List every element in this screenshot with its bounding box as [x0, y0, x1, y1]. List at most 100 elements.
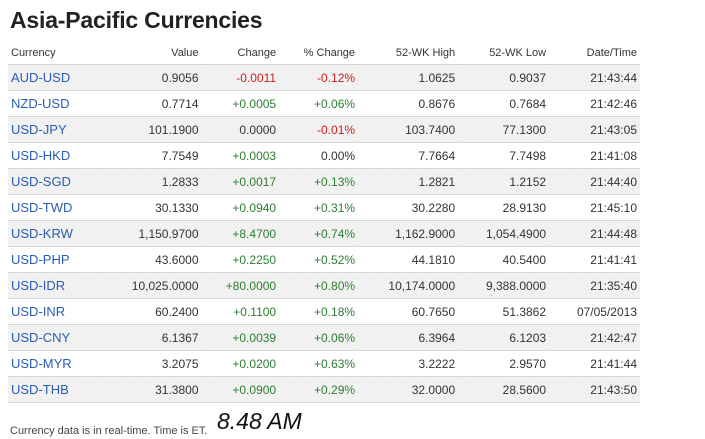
currency-cell: USD-IDR	[8, 272, 102, 299]
change-cell: +0.0005	[201, 90, 280, 117]
change-cell: +0.0200	[201, 350, 280, 377]
change-cell: +0.2250	[201, 246, 280, 273]
currency-cell: USD-TWD	[8, 194, 102, 221]
change-cell: +80.0000	[201, 272, 280, 299]
table-row: USD-TWD 30.1330 +0.0940 +0.31% 30.2280 28.913…	[8, 194, 640, 221]
column-header-52wk-high[interactable]: 52-WK High	[358, 42, 459, 65]
datetime-cell: 07/05/2013	[549, 298, 640, 325]
pct-change-cell: +0.74%	[279, 220, 359, 247]
change-cell: +0.0940	[201, 194, 280, 221]
table-row: USD-INR 60.2400 +0.1100 +0.18% 60.7650 51.386…	[8, 298, 640, 325]
pct-change-cell: +0.18%	[279, 298, 359, 325]
high-cell: 1,162.9000	[358, 220, 459, 247]
low-cell: 28.9130	[458, 194, 550, 221]
table-row: USD-JPY 101.1900 0.0000 -0.01% 103.7400 77.13…	[8, 116, 640, 143]
pct-change-cell: +0.13%	[279, 168, 359, 195]
pct-change-cell: +0.52%	[279, 246, 359, 273]
currency-link[interactable]: USD-TWD	[11, 200, 73, 215]
pct-change-cell: +0.63%	[279, 350, 359, 377]
low-cell: 77.1300	[458, 116, 550, 143]
change-cell: 0.0000	[201, 116, 280, 143]
datetime-cell: 21:42:47	[549, 324, 640, 351]
column-header-date-time[interactable]: Date/Time	[549, 42, 640, 65]
currency-link[interactable]: USD-JPY	[11, 122, 67, 137]
clock-time: 8.48 AM	[217, 408, 302, 434]
high-cell: 3.2222	[358, 350, 459, 377]
change-cell: +0.0003	[201, 142, 280, 169]
pct-change-cell: +0.80%	[279, 272, 359, 299]
currency-cell: NZD-USD	[8, 90, 102, 117]
table-row: USD-IDR 10,025.0000 +80.0000 +0.80% 10,174.0…	[8, 272, 640, 299]
currency-cell: USD-THB	[8, 376, 102, 403]
currency-link[interactable]: USD-KRW	[11, 226, 73, 241]
low-cell: 7.7498	[458, 142, 550, 169]
value-cell: 31.3800	[101, 376, 202, 403]
currency-link[interactable]: USD-INR	[11, 304, 66, 319]
low-cell: 2.9570	[458, 350, 550, 377]
pct-change-cell: +0.06%	[279, 90, 359, 117]
value-cell: 0.9056	[101, 64, 202, 91]
column-header-value[interactable]: Value	[101, 42, 202, 65]
currency-link[interactable]: USD-CNY	[11, 330, 71, 345]
currency-link[interactable]: USD-MYR	[11, 356, 72, 371]
table-header-row: Currency Value Change % Change 52-WK Hig…	[8, 42, 640, 65]
low-cell: 9,388.0000	[458, 272, 550, 299]
value-cell: 1.2833	[101, 168, 202, 195]
currency-link[interactable]: NZD-USD	[11, 96, 70, 111]
high-cell: 1.2821	[358, 168, 459, 195]
pct-change-cell: +0.31%	[279, 194, 359, 221]
low-cell: 28.5600	[458, 376, 550, 403]
value-cell: 3.2075	[101, 350, 202, 377]
high-cell: 0.8676	[358, 90, 459, 117]
value-cell: 0.7714	[101, 90, 202, 117]
currency-table: Currency Value Change % Change 52-WK Hig…	[8, 42, 640, 403]
high-cell: 6.3964	[358, 324, 459, 351]
high-cell: 103.7400	[358, 116, 459, 143]
datetime-cell: 21:41:41	[549, 246, 640, 273]
change-cell: +0.0017	[201, 168, 280, 195]
currency-link[interactable]: USD-PHP	[11, 252, 70, 267]
currency-cell: USD-CNY	[8, 324, 102, 351]
high-cell: 1.0625	[358, 64, 459, 91]
low-cell: 1.2152	[458, 168, 550, 195]
datetime-cell: 21:43:05	[549, 116, 640, 143]
low-cell: 40.5400	[458, 246, 550, 273]
change-cell: +8.4700	[201, 220, 280, 247]
high-cell: 30.2280	[358, 194, 459, 221]
currency-link[interactable]: USD-IDR	[11, 278, 66, 293]
currency-link[interactable]: AUD-USD	[11, 70, 71, 85]
currency-cell: AUD-USD	[8, 64, 102, 91]
table-body: AUD-USD 0.9056 -0.0011 -0.12% 1.0625 0.9037 21…	[8, 64, 640, 403]
value-cell: 60.2400	[101, 298, 202, 325]
page-title: Asia-Pacific Currencies	[10, 7, 263, 33]
column-header-pct-change[interactable]: % Change	[279, 42, 359, 65]
currency-link[interactable]: USD-THB	[11, 382, 69, 397]
column-header-change[interactable]: Change	[201, 42, 280, 65]
currency-cell: USD-PHP	[8, 246, 102, 273]
change-cell: +0.0039	[201, 324, 280, 351]
column-header-currency[interactable]: Currency	[8, 42, 102, 65]
table-row: USD-SGD 1.2833 +0.0017 +0.13% 1.2821 1.2152 21…	[8, 168, 640, 195]
column-header-52wk-low[interactable]: 52-WK Low	[458, 42, 550, 65]
low-cell: 0.7684	[458, 90, 550, 117]
pct-change-cell: +0.29%	[279, 376, 359, 403]
currency-cell: USD-JPY	[8, 116, 102, 143]
currency-cell: USD-INR	[8, 298, 102, 325]
currency-link[interactable]: USD-HKD	[11, 148, 71, 163]
value-cell: 1,150.9700	[101, 220, 202, 247]
datetime-cell: 21:41:44	[549, 350, 640, 377]
high-cell: 60.7650	[358, 298, 459, 325]
high-cell: 32.0000	[358, 376, 459, 403]
pct-change-cell: +0.06%	[279, 324, 359, 351]
datetime-cell: 21:45:10	[549, 194, 640, 221]
table-row: USD-THB 31.3800 +0.0900 +0.29% 32.0000 28.560…	[8, 376, 640, 403]
low-cell: 1,054.4900	[458, 220, 550, 247]
value-cell: 101.1900	[101, 116, 202, 143]
change-cell: +0.0900	[201, 376, 280, 403]
table-row: AUD-USD 0.9056 -0.0011 -0.12% 1.0625 0.9037 21…	[8, 64, 640, 91]
currency-link[interactable]: USD-SGD	[11, 174, 71, 189]
currency-cell: USD-SGD	[8, 168, 102, 195]
value-cell: 6.1367	[101, 324, 202, 351]
table-row: NZD-USD 0.7714 +0.0005 +0.06% 0.8676 0.7684 21…	[8, 90, 640, 117]
value-cell: 43.6000	[101, 246, 202, 273]
